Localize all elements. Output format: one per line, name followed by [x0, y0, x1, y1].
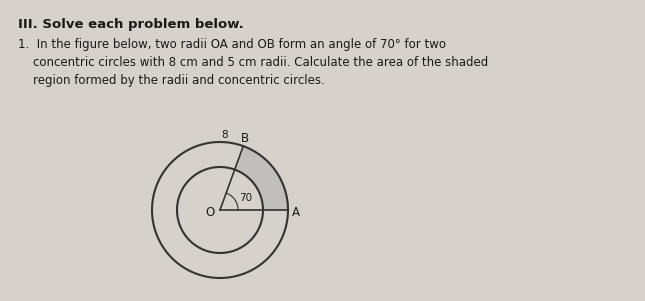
- Text: 1.  In the figure below, two radii OA and OB form an angle of 70° for two: 1. In the figure below, two radii OA and…: [18, 38, 446, 51]
- Text: A: A: [292, 206, 300, 219]
- Text: concentric circles with 8 cm and 5 cm radii. Calculate the area of the shaded: concentric circles with 8 cm and 5 cm ra…: [18, 56, 488, 69]
- Text: region formed by the radii and concentric circles.: region formed by the radii and concentri…: [18, 74, 324, 87]
- Text: B: B: [241, 132, 250, 144]
- Polygon shape: [235, 146, 288, 210]
- Text: III. Solve each problem below.: III. Solve each problem below.: [18, 18, 244, 31]
- Text: 8: 8: [222, 130, 228, 140]
- Text: O: O: [205, 206, 215, 219]
- Text: 70: 70: [239, 194, 252, 203]
